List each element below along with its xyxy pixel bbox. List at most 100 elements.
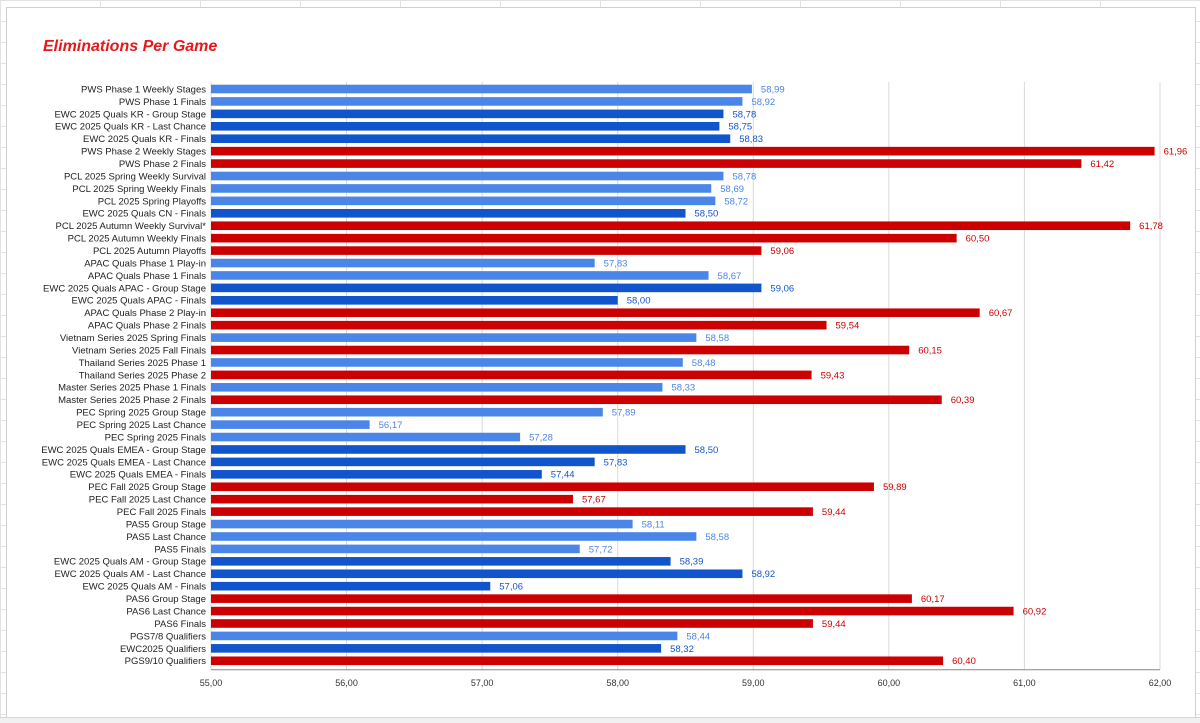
bar[interactable] bbox=[211, 271, 709, 280]
data-label: 59,44 bbox=[822, 619, 846, 630]
data-label: 58,00 bbox=[627, 296, 651, 307]
sheet-bottom-bar bbox=[0, 717, 1200, 723]
bar[interactable] bbox=[211, 184, 712, 193]
bar[interactable] bbox=[211, 333, 697, 342]
chart-title: Eliminations Per Game bbox=[43, 38, 218, 55]
category-label: PEC Spring 2025 Last Chance bbox=[77, 420, 206, 431]
bar[interactable] bbox=[211, 320, 827, 330]
category-label: PEC Spring 2025 Finals bbox=[105, 432, 207, 443]
bar[interactable] bbox=[211, 370, 812, 380]
category-label: PAS6 Last Chance bbox=[126, 606, 206, 617]
bar[interactable] bbox=[211, 432, 521, 442]
data-label: 58,32 bbox=[670, 644, 694, 655]
category-label: PCL 2025 Autumn Weekly Finals bbox=[68, 234, 207, 245]
bar[interactable] bbox=[211, 569, 743, 579]
bar[interactable] bbox=[211, 97, 743, 106]
data-label: 58,50 bbox=[695, 209, 719, 220]
bar[interactable] bbox=[211, 544, 580, 554]
bar[interactable] bbox=[211, 470, 542, 479]
bar[interactable] bbox=[211, 296, 618, 305]
data-label: 58,39 bbox=[680, 557, 704, 568]
category-label: EWC 2025 Quals CN - Finals bbox=[82, 209, 206, 220]
data-label: 58,33 bbox=[671, 383, 695, 394]
category-label: PCL 2025 Autumn Playoffs bbox=[93, 246, 206, 257]
category-label: EWC 2025 Quals KR - Finals bbox=[83, 134, 206, 145]
bar[interactable] bbox=[211, 383, 663, 392]
bar[interactable] bbox=[211, 109, 724, 119]
data-label: 58,78 bbox=[732, 109, 756, 120]
bar[interactable] bbox=[211, 246, 762, 255]
data-label: 58,11 bbox=[642, 519, 665, 530]
data-label: 58,83 bbox=[739, 134, 763, 145]
data-label: 61,42 bbox=[1090, 159, 1114, 170]
bar[interactable] bbox=[211, 532, 697, 541]
data-label: 60,50 bbox=[966, 234, 990, 245]
bar[interactable] bbox=[211, 594, 912, 603]
category-label: PGS9/10 Qualifiers bbox=[125, 656, 207, 667]
bar[interactable] bbox=[211, 258, 595, 268]
bar[interactable] bbox=[211, 84, 752, 94]
bar[interactable] bbox=[211, 407, 603, 417]
bar[interactable] bbox=[211, 606, 1014, 616]
category-label: PCL 2025 Spring Playoffs bbox=[98, 196, 207, 207]
category-label: PEC Spring 2025 Group Stage bbox=[76, 408, 206, 419]
bar[interactable] bbox=[211, 171, 724, 181]
data-label: 59,43 bbox=[821, 370, 845, 381]
bar[interactable] bbox=[211, 209, 686, 218]
data-label: 57,28 bbox=[529, 432, 553, 443]
bar[interactable] bbox=[211, 345, 910, 355]
data-label: 59,89 bbox=[883, 482, 907, 493]
x-tick-label: 56,00 bbox=[335, 678, 358, 688]
x-tick-label: 57,00 bbox=[471, 678, 494, 688]
value-labels: 58,9958,9258,7858,7558,8361,9661,4258,78… bbox=[379, 84, 1188, 667]
bar[interactable] bbox=[211, 619, 813, 628]
data-label: 58,99 bbox=[761, 84, 785, 95]
bar[interactable] bbox=[211, 283, 762, 293]
bar[interactable] bbox=[211, 159, 1082, 168]
bar[interactable] bbox=[211, 146, 1155, 156]
category-label: EWC 2025 Quals AM - Group Stage bbox=[54, 557, 206, 568]
bar[interactable] bbox=[211, 644, 662, 653]
data-label: 59,44 bbox=[822, 507, 846, 518]
bar[interactable] bbox=[211, 420, 370, 429]
bar[interactable] bbox=[211, 134, 731, 144]
bar[interactable] bbox=[211, 457, 595, 467]
chart-card[interactable]: Eliminations Per Game PWS Phase 1 Weekly… bbox=[6, 7, 1196, 719]
category-label: EWC 2025 Quals EMEA - Last Chance bbox=[42, 457, 206, 468]
bar[interactable] bbox=[211, 233, 957, 243]
category-label: PAS6 Finals bbox=[154, 619, 206, 630]
data-label: 60,67 bbox=[989, 308, 1013, 319]
category-label: EWC 2025 Quals EMEA - Group Stage bbox=[41, 445, 206, 456]
category-label: PCL 2025 Spring Weekly Finals bbox=[72, 184, 206, 195]
bar[interactable] bbox=[211, 121, 720, 131]
category-label: Master Series 2025 Phase 2 Finals bbox=[58, 395, 206, 406]
data-label: 58,58 bbox=[705, 333, 729, 344]
category-label: PCL 2025 Spring Weekly Survival bbox=[64, 171, 206, 182]
category-label: APAC Quals Phase 2 Finals bbox=[88, 321, 206, 332]
bar[interactable] bbox=[211, 519, 633, 529]
data-label: 59,06 bbox=[770, 283, 794, 294]
bar[interactable] bbox=[211, 221, 1131, 231]
category-label: EWC 2025 Quals APAC - Finals bbox=[72, 296, 207, 307]
category-label: PEC Fall 2025 Group Stage bbox=[88, 482, 206, 493]
bar[interactable] bbox=[211, 358, 683, 367]
bar[interactable] bbox=[211, 631, 678, 641]
category-label: APAC Quals Phase 1 Finals bbox=[88, 271, 206, 282]
category-label: APAC Quals Phase 1 Play-in bbox=[84, 258, 206, 269]
data-label: 61,96 bbox=[1164, 147, 1188, 158]
bar[interactable] bbox=[211, 581, 491, 591]
category-label: PEC Fall 2025 Last Chance bbox=[89, 495, 206, 506]
bar[interactable] bbox=[211, 494, 573, 504]
bar[interactable] bbox=[211, 308, 980, 318]
bar[interactable] bbox=[211, 445, 686, 454]
category-label: EWC 2025 Quals AM - Last Chance bbox=[54, 569, 206, 580]
bar[interactable] bbox=[211, 395, 942, 405]
bar[interactable] bbox=[211, 507, 813, 516]
bar[interactable] bbox=[211, 557, 671, 566]
data-label: 57,44 bbox=[551, 470, 575, 481]
bar[interactable] bbox=[211, 482, 874, 492]
bar[interactable] bbox=[211, 196, 716, 206]
data-label: 61,78 bbox=[1139, 221, 1163, 232]
x-tick-label: 59,00 bbox=[742, 678, 765, 688]
bar[interactable] bbox=[211, 656, 944, 666]
